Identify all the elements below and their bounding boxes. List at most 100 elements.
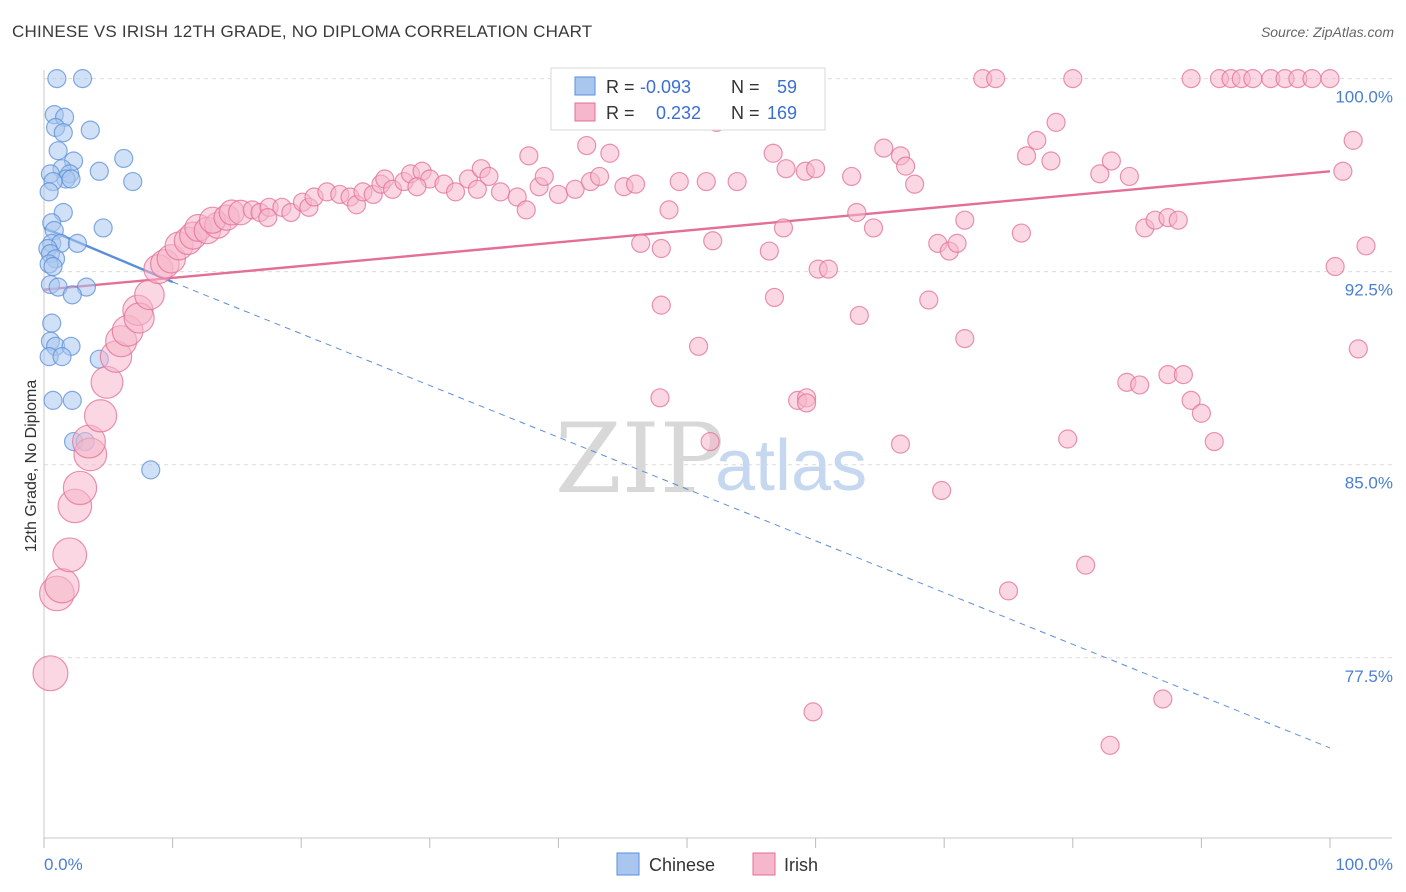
legend-n-label-chinese: N =: [731, 77, 760, 97]
chinese-point-17: [123, 171, 143, 192]
irish-point-134: [650, 388, 670, 408]
irish-point-131: [849, 305, 869, 326]
chart-title: CHINESE VS IRISH 12TH GRADE, NO DIPLOMA …: [12, 22, 593, 41]
irish-point-75: [669, 171, 689, 192]
irish-point-58: [490, 182, 511, 202]
irish-point-125: [1356, 236, 1376, 256]
chinese-point-0: [47, 69, 67, 89]
irish-point-148: [1191, 403, 1212, 423]
irish-point-132: [919, 290, 939, 310]
irish-point-77: [696, 171, 716, 192]
bottom-legend-swatch-irish: [752, 852, 776, 876]
irish-point-65: [565, 179, 585, 199]
x-tick-label-min: 0.0%: [44, 855, 83, 874]
irish-point-112: [1168, 210, 1188, 230]
chinese-point-30: [43, 256, 63, 277]
irish-point-96: [947, 233, 967, 253]
y-tick-label-0: 100.0%: [1335, 88, 1393, 107]
chinese-point-40: [52, 347, 72, 367]
irish-point-87: [842, 166, 862, 187]
series-legend: Chinese Irish: [616, 852, 818, 876]
irish-point-32: [258, 208, 278, 228]
irish-point-15: [134, 279, 165, 311]
irish-trend-line: [43, 170, 1331, 291]
chinese-point-5: [53, 123, 73, 143]
irish-point-139: [890, 434, 911, 454]
irish-point-2: [44, 568, 80, 604]
chinese-point-46: [141, 460, 161, 480]
legend-n-value-chinese: 59: [777, 77, 797, 97]
irish-point-123: [1333, 161, 1353, 181]
bottom-legend-label-irish: Irish: [784, 855, 818, 875]
irish-point-68: [589, 166, 610, 187]
x-tick-label-max: 100.0%: [1335, 855, 1393, 874]
irish-point-144: [1130, 375, 1150, 395]
irish-point-100: [1011, 223, 1031, 243]
irish-point-84: [776, 159, 796, 179]
legend-r-value-irish: 0.232: [656, 103, 701, 123]
chinese-point-42: [43, 390, 63, 410]
irish-point-73: [651, 238, 671, 259]
irish-point-107: [1101, 151, 1121, 171]
irish-point-129: [688, 336, 709, 356]
irish-point-93: [905, 174, 925, 194]
chinese-point-1: [72, 69, 93, 89]
chinese-point-12: [89, 161, 109, 181]
irish-point-108: [1119, 166, 1139, 187]
chinese-point-25: [67, 233, 88, 253]
bottom-legend-label-chinese: Chinese: [649, 855, 715, 875]
legend-n-label-irish: N =: [731, 103, 760, 123]
irish-point-117: [1243, 69, 1263, 89]
source-credit: Source: ZipAtlas.com: [1260, 24, 1394, 40]
irish-point-135: [700, 431, 720, 452]
bottom-legend-swatch-chinese: [616, 852, 640, 876]
irish-point-64: [548, 184, 569, 205]
irish-point-130: [764, 287, 785, 308]
y-tick-labels: 100.0% 92.5% 85.0% 77.5%: [1335, 88, 1393, 686]
chinese-point-9: [114, 148, 134, 169]
irish-point-78: [703, 231, 723, 251]
irish-point-105: [1063, 69, 1083, 89]
irish-point-149: [1204, 431, 1224, 452]
irish-point-8: [83, 399, 118, 433]
legend-swatch-chinese: [574, 76, 596, 96]
chinese-point-34: [62, 285, 82, 305]
chinese-point-35: [42, 313, 62, 333]
legend-r-value-chinese: -0.093: [640, 77, 691, 97]
irish-point-60: [519, 146, 539, 166]
irish-point-124: [1343, 130, 1363, 150]
data-points: [32, 69, 1376, 755]
watermark: ZIP atlas: [555, 403, 867, 515]
chinese-point-6: [80, 120, 100, 140]
irish-point-61: [516, 200, 536, 220]
legend-r-label-chinese: R =: [606, 77, 635, 97]
irish-point-155: [1153, 689, 1173, 709]
irish-point-0: [32, 655, 69, 692]
irish-point-102: [1027, 130, 1047, 150]
irish-point-104: [1046, 112, 1066, 132]
irish-point-86: [805, 159, 826, 179]
irish-point-113: [1181, 69, 1201, 89]
chinese-trend-extension: [172, 281, 1331, 749]
irish-point-69: [600, 143, 620, 163]
irish-point-88: [847, 202, 867, 223]
irish-point-5: [62, 470, 98, 506]
correlation-legend: R = -0.093 N = 59 R = 0.232 N = 169: [550, 67, 826, 131]
irish-point-121: [1302, 69, 1322, 89]
irish-point-106: [1090, 164, 1110, 184]
irish-point-53: [445, 182, 466, 202]
irish-point-81: [759, 241, 779, 261]
irish-point-71: [625, 174, 646, 194]
irish-point-97: [955, 210, 975, 230]
irish-point-101: [1016, 146, 1037, 166]
irish-point-138: [796, 393, 817, 413]
legend-n-value-irish: 169: [767, 103, 797, 123]
irish-point-128: [818, 259, 839, 279]
irish-point-152: [803, 702, 823, 722]
irish-point-146: [1173, 365, 1193, 385]
chinese-point-43: [62, 390, 82, 410]
chinese-point-7: [48, 141, 68, 161]
irish-point-83: [773, 218, 794, 238]
irish-point-153: [1100, 735, 1120, 755]
